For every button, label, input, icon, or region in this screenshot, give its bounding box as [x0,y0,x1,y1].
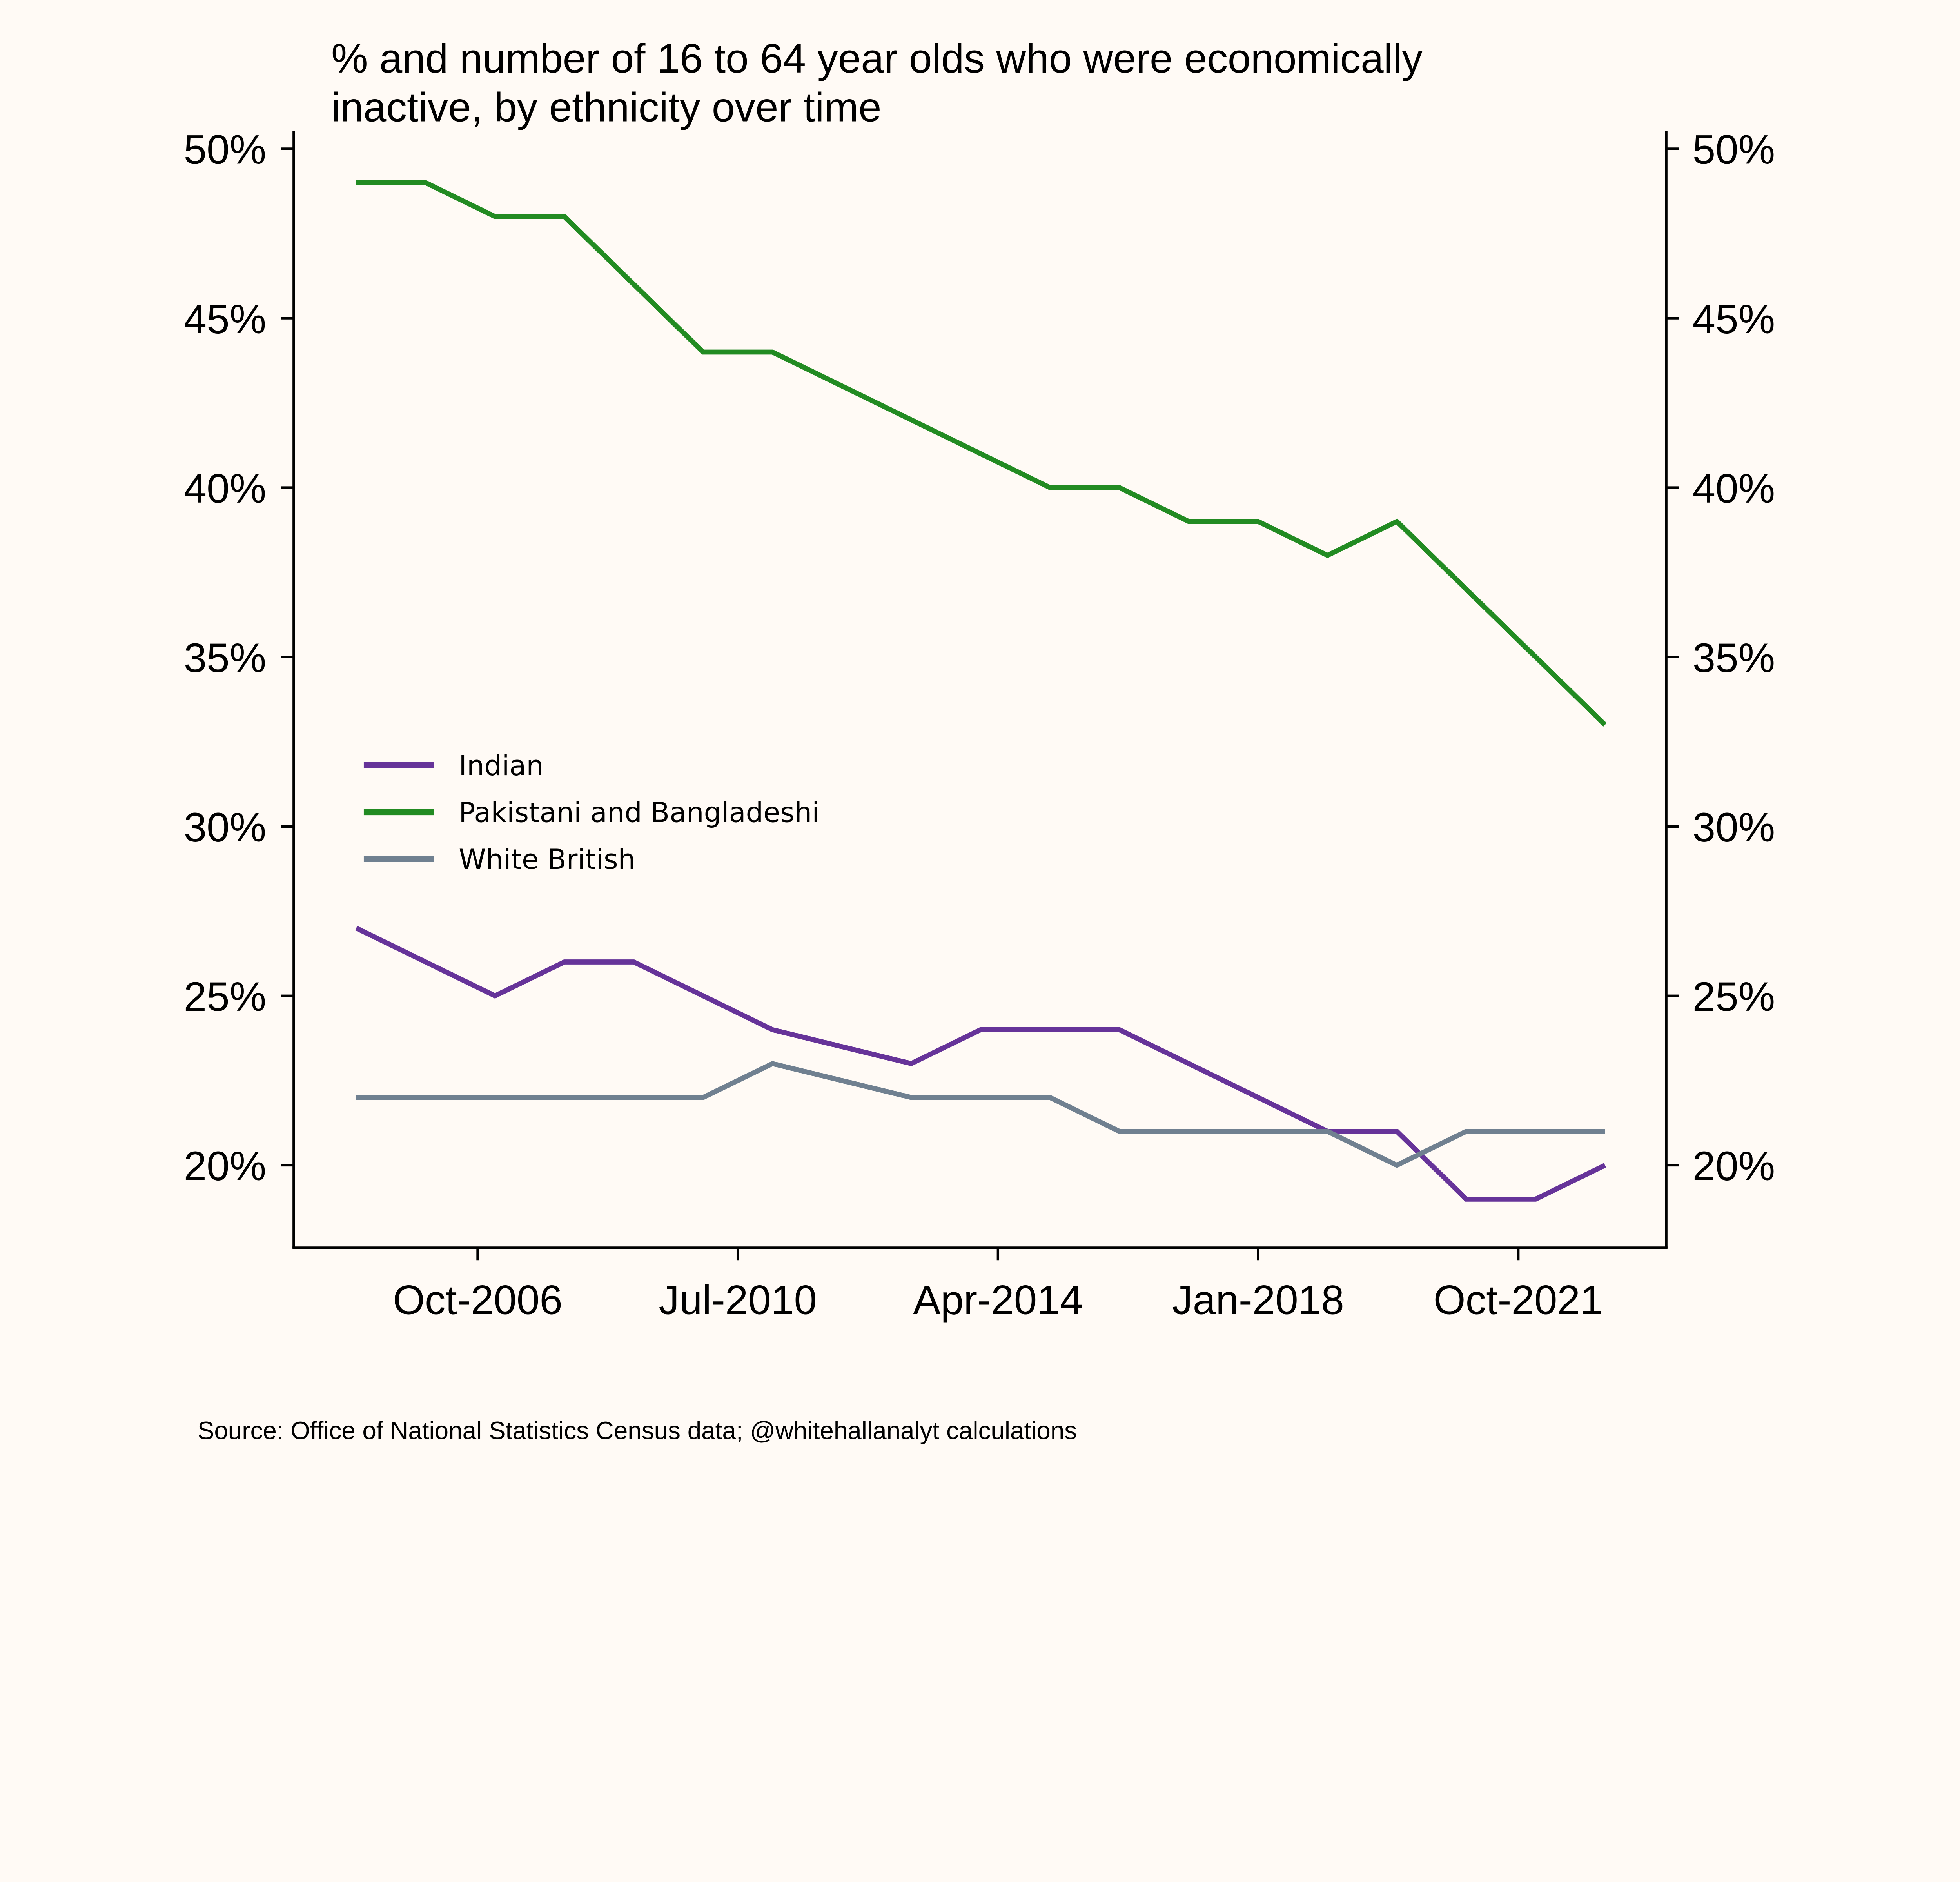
y-tick-label-left: 20% [184,1143,267,1189]
y-tick-label-right: 50% [1693,127,1775,173]
y-tick-label-left: 50% [184,127,267,173]
series-group [355,180,1607,1202]
line-chart: % and number of 16 to 64 year olds who w… [0,0,1960,1470]
y-tick-label-left: 30% [184,805,267,850]
chart-title-line-1: % and number of 16 to 64 year olds who w… [331,36,1423,82]
legend-label: White British [459,843,635,876]
series-line-white-british [356,1061,1605,1168]
x-tick-label: Oct-2006 [393,1277,563,1323]
y-tick-label-left: 40% [184,466,267,512]
y-tick-label-left: 25% [184,974,267,1020]
series-line-pakistani-and-bangladeshi [356,180,1607,727]
series-line-indian [355,926,1606,1202]
y-tick-label-right: 45% [1693,296,1775,342]
x-tick-label: Oct-2021 [1434,1277,1603,1323]
y-tick-label-right: 25% [1693,974,1775,1020]
y-tick-label-right: 20% [1693,1143,1775,1189]
x-tick-label: Apr-2014 [913,1277,1083,1323]
y-tick-label-right: 35% [1693,635,1775,681]
y-tick-label-right: 30% [1693,805,1775,850]
background [0,0,1960,1470]
chart-title-line-2: inactive, by ethnicity over time [331,84,881,130]
x-tick-label: Jul-2010 [659,1277,817,1323]
y-tick-label-left: 35% [184,635,267,681]
legend-label: Pakistani and Bangladeshi [459,797,819,829]
ticks: 20% 20% 25% 25% 30% 30% 35% 35% 40% 40% 45% 45% 50% 5… [184,127,1775,1323]
legend-label: Indian [459,750,544,782]
source-note: Source: Office of National Statistics Ce… [198,1416,1077,1444]
legend: Indian Pakistani and Bangladeshi White Bri… [363,750,820,876]
y-tick-label-left: 45% [184,296,267,342]
y-tick-label-right: 40% [1693,466,1775,512]
x-tick-label: Jan-2018 [1172,1277,1344,1323]
